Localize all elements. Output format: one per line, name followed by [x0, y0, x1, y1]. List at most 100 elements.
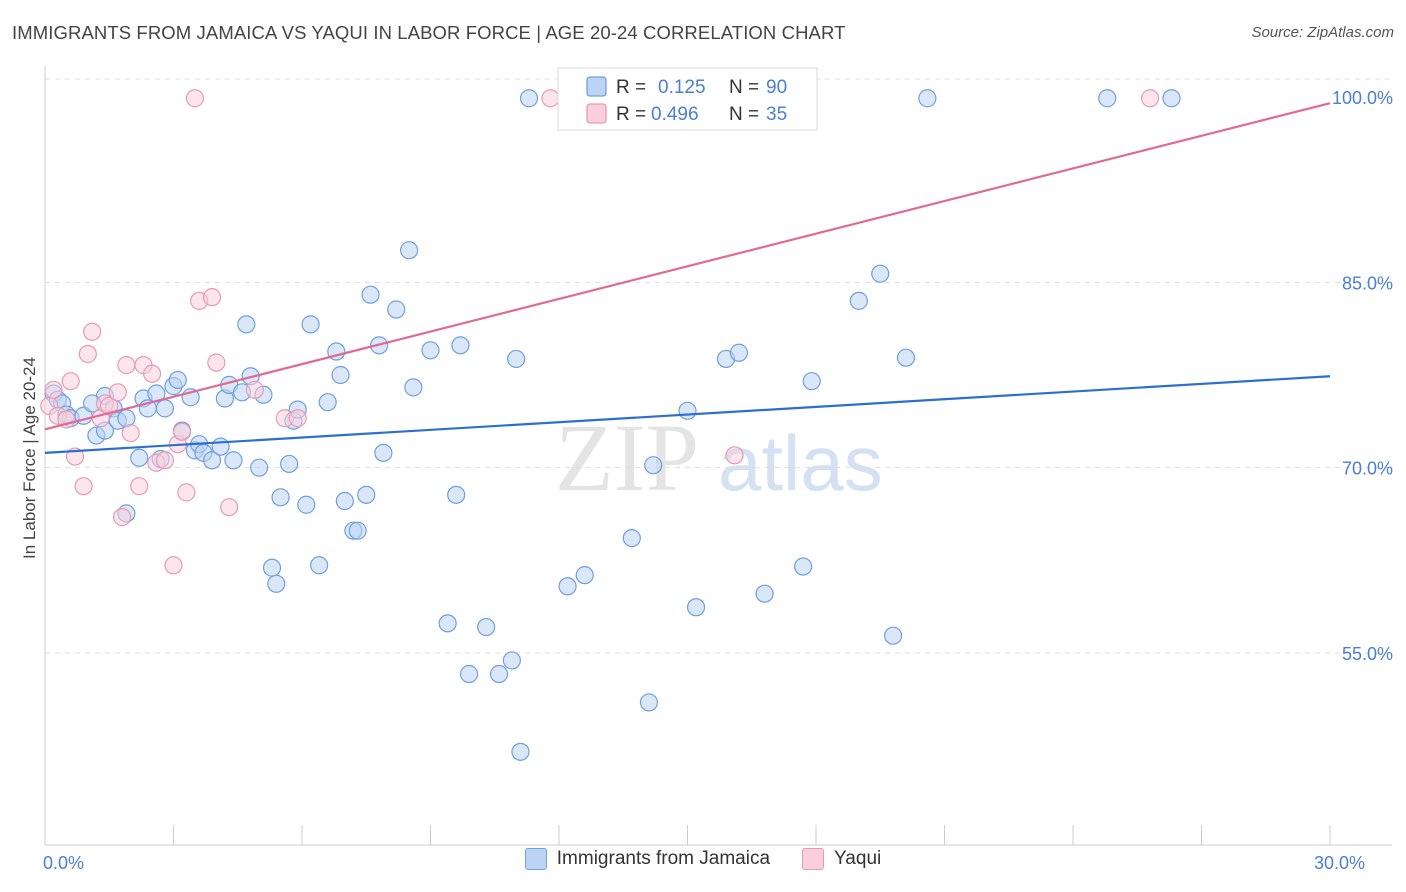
yaqui-point	[74, 477, 93, 496]
yaqui-point	[172, 422, 192, 441]
jamaica-point	[755, 584, 774, 603]
jamaica-point	[271, 488, 290, 507]
jamaica-point	[451, 336, 470, 355]
legend-label-yaqui: Yaqui	[834, 848, 882, 869]
watermark: ZIP atlas	[555, 404, 883, 511]
yaqui-point	[83, 322, 102, 341]
jamaica-point	[1098, 89, 1117, 108]
jamaica-point	[871, 264, 890, 283]
jamaica-point	[438, 614, 457, 633]
source-credit: Source: ZipAtlas.com	[1251, 24, 1394, 41]
jamaica-point	[387, 300, 406, 319]
jamaica-point	[331, 365, 350, 385]
legend-n-value-blue: 90	[766, 77, 787, 98]
jamaica-point	[318, 393, 337, 412]
legend-r-label-blue: R =	[616, 77, 646, 98]
jamaica-point	[301, 315, 320, 334]
x-tick-label: 30.0%	[1314, 853, 1365, 873]
legend-label-jamaica: Immigrants from Jamaica	[556, 848, 771, 869]
jamaica-point	[262, 558, 282, 577]
jamaica-point	[511, 742, 530, 761]
jamaica-point	[168, 370, 187, 390]
legend-swatch-jamaica	[524, 848, 547, 870]
jamaica-point	[335, 491, 354, 511]
legend-n-label-blue: N =	[729, 77, 759, 98]
y-tick-label: 100.0%	[1332, 88, 1393, 108]
yaqui-point	[220, 498, 239, 517]
jamaica-point	[794, 557, 813, 576]
jamaica-point	[507, 349, 526, 369]
yaqui-point	[541, 89, 560, 108]
jamaica-point	[644, 456, 663, 475]
jamaica-point	[202, 451, 222, 470]
legend-n-value-pink: 35	[766, 104, 787, 125]
yaqui-trend-line	[44, 102, 1331, 431]
jamaica-point	[489, 664, 509, 684]
yaqui-point	[245, 380, 264, 399]
yaqui-point	[61, 372, 80, 391]
jamaica-point	[447, 485, 466, 504]
jamaica-point	[918, 89, 937, 108]
jamaica-point	[622, 528, 641, 548]
yaqui-point	[164, 556, 183, 575]
jamaica-point	[729, 343, 749, 362]
legend-r-value-pink: 0.496	[651, 104, 699, 125]
legend-r-value-blue: 0.125	[658, 77, 706, 98]
yaqui-point	[142, 364, 162, 383]
yaqui-point	[288, 409, 307, 428]
jamaica-point	[155, 399, 175, 418]
yaqui-point	[177, 483, 196, 502]
jamaica-point	[558, 577, 577, 596]
jamaica-point	[361, 285, 380, 304]
jamaica-point	[211, 437, 230, 456]
yaqui-point	[78, 344, 97, 364]
jamaica-point	[421, 341, 440, 360]
jamaica-point	[459, 664, 479, 684]
jamaica-point	[477, 617, 496, 637]
jamaica-point	[686, 598, 706, 617]
legend-swatch-yaqui	[802, 848, 825, 870]
yaqui-point	[155, 451, 175, 470]
jamaica-point	[575, 566, 594, 585]
jamaica-point	[310, 556, 329, 575]
legend-item-jamaica: Immigrants from Jamaica	[524, 848, 771, 870]
legend-n-label-pink: N =	[729, 104, 759, 125]
legend-box: R = 0.125 N = 90 R = 0.496 N = 35	[557, 67, 818, 131]
yaqui-point	[121, 423, 140, 443]
legend-swatch-pink	[586, 103, 607, 124]
jamaica-point	[374, 443, 393, 462]
yaqui-point	[725, 446, 744, 465]
bottom-legend: Immigrants from Jamaica Yaqui	[0, 848, 1406, 870]
jamaica-point	[224, 451, 243, 470]
yaqui-point	[44, 380, 63, 399]
yaqui-point	[112, 507, 132, 527]
jamaica-point	[280, 454, 299, 474]
jamaica-point	[348, 521, 367, 540]
jamaica-point	[678, 401, 697, 420]
jamaica-point	[297, 495, 316, 514]
jamaica-point	[1162, 89, 1181, 108]
yaqui-point	[202, 288, 222, 307]
yaqui-point	[1140, 89, 1160, 108]
legend-r-label-pink: R =	[616, 104, 646, 125]
yaqui-point	[100, 396, 119, 415]
jamaica-point	[502, 651, 521, 670]
legend-swatch-blue	[586, 76, 607, 97]
yaqui-point	[207, 353, 226, 372]
yaqui-point	[108, 383, 127, 402]
y-tick-label: 70.0%	[1342, 459, 1393, 479]
jamaica-point	[357, 485, 376, 504]
jamaica-point	[267, 574, 286, 593]
jamaica-point	[802, 372, 821, 391]
yaqui-point	[117, 356, 136, 375]
jamaica-point	[883, 626, 903, 645]
jamaica-trend-line	[44, 375, 1331, 454]
jamaica-point	[237, 315, 256, 334]
jamaica-point	[849, 291, 868, 310]
jamaica-point	[130, 448, 149, 467]
jamaica-point	[639, 693, 659, 712]
jamaica-point	[250, 458, 269, 477]
x-tick-label: 0.0%	[43, 853, 84, 873]
jamaica-point	[896, 348, 916, 367]
